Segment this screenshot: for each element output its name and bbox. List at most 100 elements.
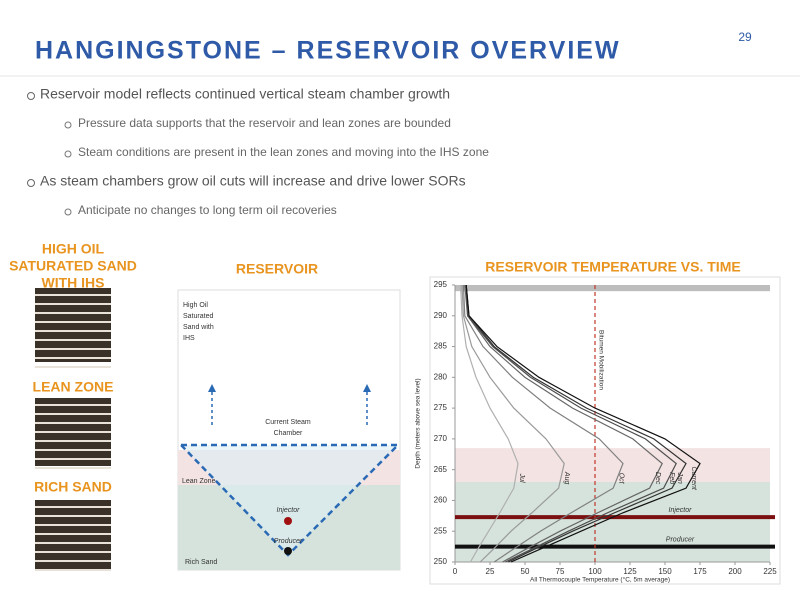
core-stripe bbox=[35, 449, 111, 451]
y-tick-label: 295 bbox=[434, 280, 448, 289]
core-stripe bbox=[35, 321, 111, 323]
temperature-curve bbox=[462, 284, 624, 563]
core-stripe bbox=[35, 357, 111, 359]
x-tick-label: 0 bbox=[453, 567, 458, 576]
core-stripe bbox=[35, 542, 111, 544]
temperature-curve bbox=[464, 284, 663, 563]
x-tick-label: 200 bbox=[728, 567, 742, 576]
temperature-curve bbox=[465, 284, 701, 563]
x-tick-label: 125 bbox=[623, 567, 637, 576]
diagram-title: RESERVOIR bbox=[236, 261, 318, 277]
curve-label: Jul bbox=[518, 473, 525, 483]
curve-label: Aug bbox=[563, 471, 570, 485]
bullet-text: Reservoir model reflects continued verti… bbox=[40, 86, 450, 102]
bullet-marker bbox=[27, 179, 35, 187]
core-stripe bbox=[35, 366, 111, 368]
steam-chamber bbox=[178, 443, 402, 557]
zone-band bbox=[455, 285, 770, 292]
curve-label: Feb bbox=[668, 472, 675, 484]
y-tick-label: 265 bbox=[434, 465, 448, 474]
sub-bullet-marker bbox=[64, 208, 72, 216]
core-stripe bbox=[35, 339, 111, 341]
core-stripe bbox=[35, 551, 111, 553]
core-stripe bbox=[35, 404, 111, 406]
sub-bullet-marker bbox=[64, 150, 72, 158]
slide-title: HANGINGSTONE – RESERVOIR OVERVIEW bbox=[35, 37, 621, 65]
temperature-curve bbox=[465, 284, 687, 563]
y-tick-label: 260 bbox=[434, 496, 448, 505]
curve-label: Dec bbox=[654, 472, 661, 485]
zone-label: Saturated bbox=[183, 313, 213, 320]
well-label: Producer bbox=[666, 536, 695, 543]
x-tick-label: 100 bbox=[588, 567, 602, 576]
core-stripe bbox=[35, 330, 111, 332]
y-axis-title: Depth (meters above sea level) bbox=[415, 378, 422, 468]
x-tick-label: 50 bbox=[521, 567, 530, 576]
arrow-head bbox=[208, 384, 216, 392]
well-label: Injector bbox=[669, 507, 693, 514]
curve-label: Oct bbox=[617, 473, 624, 485]
well-label: Injector bbox=[277, 507, 301, 514]
core-label: RICH SAND bbox=[34, 479, 112, 495]
bullet-list: Reservoir model reflects continued verti… bbox=[27, 86, 489, 217]
core-stripe bbox=[35, 533, 111, 535]
x-tick-label: 175 bbox=[693, 567, 707, 576]
core-stripe bbox=[35, 506, 111, 508]
temperature-curve bbox=[461, 284, 565, 563]
bullet-text: As steam chambers grow oil cuts will inc… bbox=[40, 173, 466, 189]
producer-well bbox=[284, 547, 292, 555]
zone-label: IHS bbox=[183, 335, 195, 342]
core-stripe bbox=[35, 524, 111, 526]
page-number: 29 bbox=[738, 30, 752, 44]
x-tick-label: 225 bbox=[763, 567, 777, 576]
chamber-label: Chamber bbox=[274, 430, 303, 437]
zone-label: Rich Sand bbox=[185, 559, 217, 566]
zone-label: Lean Zone bbox=[182, 478, 216, 485]
sub-bullet-text: Anticipate no changes to long term oil r… bbox=[78, 203, 337, 217]
y-tick-label: 275 bbox=[434, 403, 448, 412]
core-stripe bbox=[35, 431, 111, 433]
arrow-head bbox=[363, 384, 371, 392]
core-stripe bbox=[35, 348, 111, 350]
core-stripe bbox=[35, 422, 111, 424]
core-stripe bbox=[35, 303, 111, 305]
core-stripe bbox=[35, 440, 111, 442]
sub-bullet-text: Steam conditions are present in the lean… bbox=[78, 145, 489, 159]
core-stripe bbox=[35, 458, 111, 460]
core-label: WITH IHS bbox=[42, 275, 105, 291]
y-tick-label: 255 bbox=[434, 526, 448, 535]
core-stripe bbox=[35, 515, 111, 517]
zone-label: High Oil bbox=[183, 302, 208, 309]
y-tick-label: 290 bbox=[434, 311, 448, 320]
y-tick-label: 270 bbox=[434, 434, 448, 443]
chamber-label: Current Steam bbox=[265, 419, 311, 426]
zone-band bbox=[455, 481, 770, 562]
x-tick-label: 150 bbox=[658, 567, 672, 576]
core-stripe bbox=[35, 312, 111, 314]
core-photo bbox=[35, 288, 111, 362]
core-label: SATURATED SAND bbox=[9, 258, 137, 274]
core-stripe bbox=[35, 294, 111, 296]
chart-title: RESERVOIR TEMPERATURE VS. TIME bbox=[485, 259, 740, 275]
y-tick-label: 280 bbox=[434, 372, 448, 381]
core-label: LEAN ZONE bbox=[33, 379, 114, 395]
bullet-marker bbox=[27, 92, 35, 100]
sub-bullet-marker bbox=[64, 121, 72, 129]
well-label: Producer bbox=[274, 538, 303, 545]
core-stripe bbox=[35, 569, 111, 571]
injector-well bbox=[284, 517, 292, 525]
x-tick-label: 25 bbox=[486, 567, 495, 576]
threshold-label: Bitumen Mobilization bbox=[597, 330, 604, 390]
zone-label: Sand with bbox=[183, 324, 214, 331]
y-tick-label: 285 bbox=[434, 342, 448, 351]
core-stripe bbox=[35, 560, 111, 562]
temperature-curve bbox=[465, 284, 677, 563]
temperature-curve bbox=[460, 284, 519, 563]
core-label: HIGH OIL bbox=[42, 241, 105, 257]
x-axis-title: All Thermocouple Temperature (°C, 5m ave… bbox=[530, 576, 670, 584]
zone-band bbox=[455, 448, 770, 482]
y-tick-label: 250 bbox=[434, 557, 448, 566]
